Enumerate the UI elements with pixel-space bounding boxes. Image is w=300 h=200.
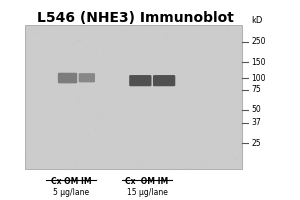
Text: 150: 150 xyxy=(251,58,266,67)
FancyBboxPatch shape xyxy=(25,25,242,169)
Text: 50: 50 xyxy=(251,105,261,114)
Text: 37: 37 xyxy=(251,118,261,127)
Text: Cx OM IM: Cx OM IM xyxy=(51,177,92,186)
Text: Cx  OM IM: Cx OM IM xyxy=(125,177,169,186)
Text: 75: 75 xyxy=(251,85,261,94)
Text: L546 (NHE3) Immunoblot: L546 (NHE3) Immunoblot xyxy=(37,11,234,25)
Text: 250: 250 xyxy=(251,37,266,46)
Text: 25: 25 xyxy=(251,139,261,148)
FancyBboxPatch shape xyxy=(129,75,152,86)
Text: 100: 100 xyxy=(251,74,266,83)
FancyBboxPatch shape xyxy=(58,73,77,83)
FancyBboxPatch shape xyxy=(79,73,95,82)
Text: 15 μg/lane: 15 μg/lane xyxy=(127,188,167,197)
Text: 5 μg/lane: 5 μg/lane xyxy=(53,188,89,197)
FancyBboxPatch shape xyxy=(153,75,175,86)
Text: kD: kD xyxy=(251,16,262,25)
